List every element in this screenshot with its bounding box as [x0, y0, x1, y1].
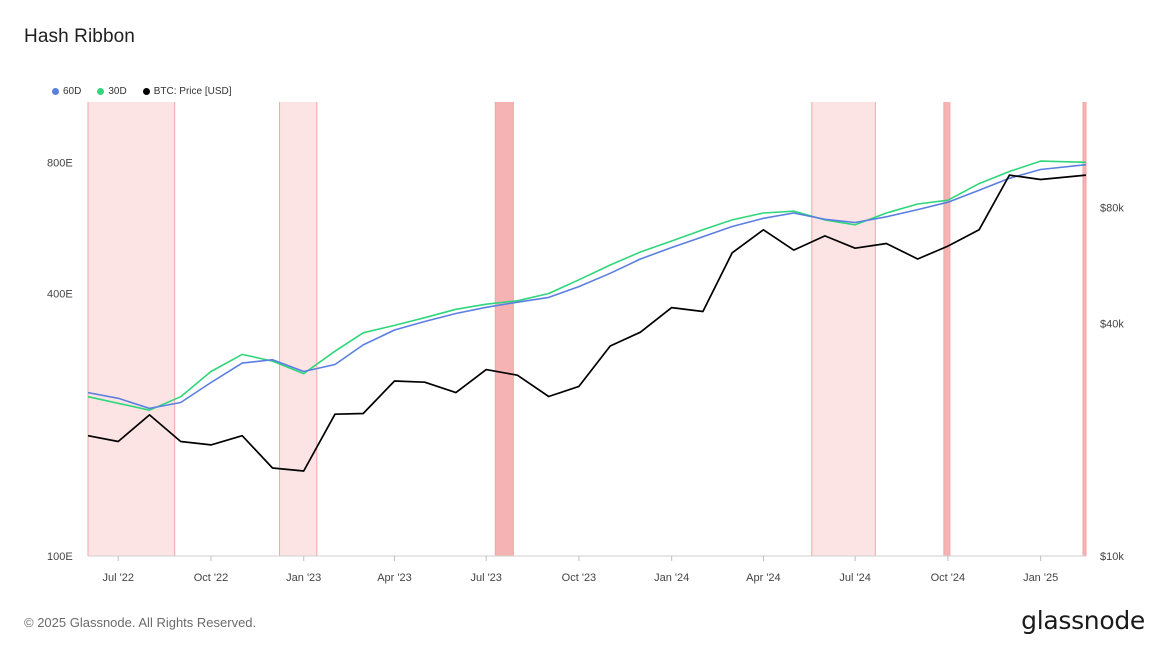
glassnode-logo: glassnode [1021, 606, 1145, 635]
legend-item-30d[interactable]: 30D [97, 86, 127, 97]
chart-title: Hash Ribbon [24, 26, 135, 47]
legend-label-btc-price: BTC: Price [USD] [153, 86, 232, 97]
y-right-tick-label: $80k [1100, 202, 1124, 214]
capitulation-band-3 [811, 102, 876, 556]
x-tick-label: Oct '23 [562, 572, 597, 584]
capitulation-band-2 [495, 102, 514, 556]
legend-item-60d[interactable]: 60D [52, 86, 81, 97]
y-left-tick-label: 400E [47, 289, 73, 301]
x-tick-label: Apr '24 [746, 572, 781, 584]
series-line-60d [87, 163, 1087, 410]
x-tick-label: Jul '24 [839, 572, 870, 584]
legend-swatch-60d [52, 88, 59, 95]
chart-legend: 60D 30D BTC: Price [USD] [52, 86, 232, 97]
series-lines [87, 160, 1087, 472]
x-tick-label: Jan '25 [1023, 572, 1058, 584]
series-line-btc-price [87, 174, 1087, 472]
legend-label-30d: 30D [108, 86, 127, 97]
x-tick-label: Jul '22 [103, 572, 134, 584]
y-right-tick-label: $40k [1100, 319, 1124, 331]
capitulation-band-1 [279, 102, 317, 556]
copyright-text: © 2025 Glassnode. All Rights Reserved. [24, 615, 257, 630]
y-left-tick-label: 800E [47, 157, 73, 169]
legend-item-btc-price[interactable]: BTC: Price [USD] [142, 86, 232, 97]
x-tick-label: Oct '24 [931, 572, 966, 584]
y-right-tick-label: $10k [1100, 551, 1124, 563]
x-tick-label: Oct '22 [194, 572, 229, 584]
capitulation-band-5 [1082, 102, 1086, 556]
series-line-30d [87, 160, 1087, 411]
y-left-tick-label: 100E [47, 551, 73, 563]
legend-label-60d: 60D [63, 86, 82, 97]
x-tick-label: Apr '23 [377, 572, 412, 584]
x-tick-label: Jul '23 [470, 572, 501, 584]
axes: Jul '22 Oct '22 Jan '23 Apr '23 Jul '23 Oct '… [47, 157, 1124, 584]
capitulation-band-4 [943, 102, 950, 556]
x-tick-label: Jan '23 [286, 572, 321, 584]
legend-swatch-btc-price [142, 88, 150, 95]
capitulation-band-0 [88, 102, 175, 556]
legend-swatch-30d [97, 88, 105, 95]
capitulation-bands [87, 102, 1087, 556]
x-tick-label: Jan '24 [654, 572, 689, 584]
